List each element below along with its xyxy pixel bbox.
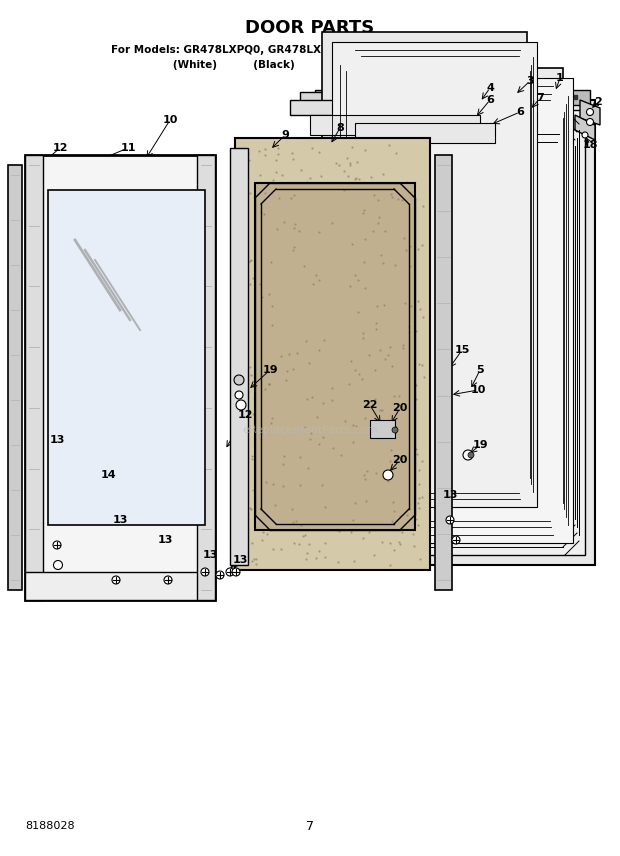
Polygon shape xyxy=(368,78,573,543)
Polygon shape xyxy=(8,165,22,590)
Text: 13: 13 xyxy=(442,490,458,500)
Polygon shape xyxy=(435,155,452,590)
Text: 15: 15 xyxy=(454,345,470,355)
Text: 12: 12 xyxy=(237,410,253,420)
Text: 13: 13 xyxy=(112,515,128,525)
Circle shape xyxy=(235,391,243,399)
Text: 7: 7 xyxy=(536,93,544,103)
Circle shape xyxy=(387,425,397,435)
Circle shape xyxy=(236,400,246,410)
Text: 13: 13 xyxy=(202,550,218,560)
Polygon shape xyxy=(48,190,205,525)
Text: 8188028: 8188028 xyxy=(25,821,74,831)
Text: 18: 18 xyxy=(582,140,598,150)
Polygon shape xyxy=(358,68,563,533)
Circle shape xyxy=(226,568,234,576)
Circle shape xyxy=(216,571,224,579)
Polygon shape xyxy=(310,115,480,135)
Circle shape xyxy=(392,427,398,433)
Text: 6: 6 xyxy=(486,95,494,105)
Circle shape xyxy=(232,568,240,576)
Circle shape xyxy=(164,576,172,584)
Circle shape xyxy=(201,568,209,576)
Polygon shape xyxy=(315,90,590,105)
Polygon shape xyxy=(390,100,595,565)
Circle shape xyxy=(587,118,593,126)
Text: 22: 22 xyxy=(362,400,378,410)
Polygon shape xyxy=(197,155,215,600)
Text: 8: 8 xyxy=(336,123,344,133)
Polygon shape xyxy=(355,123,495,143)
Circle shape xyxy=(383,470,393,480)
Polygon shape xyxy=(235,138,430,570)
Polygon shape xyxy=(400,110,585,555)
Text: 14: 14 xyxy=(100,470,116,480)
Text: DOOR PARTS: DOOR PARTS xyxy=(246,19,374,37)
Text: 13: 13 xyxy=(157,535,173,545)
Polygon shape xyxy=(25,155,43,600)
Text: 19: 19 xyxy=(262,365,278,375)
Polygon shape xyxy=(370,420,395,438)
Text: 12: 12 xyxy=(52,143,68,153)
Text: For Models: GR478LXPQ0, GR478LXPB0, GR478LXPT0, GR478LXPS0: For Models: GR478LXPQ0, GR478LXPB0, GR47… xyxy=(110,45,510,55)
Circle shape xyxy=(587,109,593,116)
Text: 9: 9 xyxy=(281,130,289,140)
Text: 11: 11 xyxy=(120,143,136,153)
Text: 4: 4 xyxy=(486,83,494,93)
Circle shape xyxy=(463,450,473,460)
Circle shape xyxy=(582,132,588,138)
Text: eReplacementParts.com: eReplacementParts.com xyxy=(242,425,378,435)
Circle shape xyxy=(468,452,474,458)
Polygon shape xyxy=(230,148,248,565)
Text: 3: 3 xyxy=(526,76,534,86)
Text: 19: 19 xyxy=(472,440,488,450)
Polygon shape xyxy=(575,115,595,140)
Text: 1: 1 xyxy=(556,73,564,83)
Circle shape xyxy=(53,561,63,569)
Polygon shape xyxy=(25,155,215,600)
Text: (White)          (Black)          (Biscuit)  (Black Stainless): (White) (Black) (Biscuit) (Black Stainle… xyxy=(133,60,487,70)
Text: 20: 20 xyxy=(392,403,408,413)
Text: 7: 7 xyxy=(306,819,314,833)
Polygon shape xyxy=(322,32,527,497)
Text: 10: 10 xyxy=(471,385,485,395)
Text: 13: 13 xyxy=(50,435,64,445)
Circle shape xyxy=(53,541,61,549)
Circle shape xyxy=(234,375,244,385)
Text: 13: 13 xyxy=(232,555,247,565)
Circle shape xyxy=(112,576,120,584)
Polygon shape xyxy=(25,572,215,600)
Polygon shape xyxy=(290,100,420,115)
Text: 10: 10 xyxy=(162,115,178,125)
Circle shape xyxy=(452,536,460,544)
Text: 2: 2 xyxy=(594,97,602,107)
Text: 6: 6 xyxy=(516,107,524,117)
Polygon shape xyxy=(580,100,600,125)
Polygon shape xyxy=(332,42,537,507)
Polygon shape xyxy=(300,92,510,108)
Text: 20: 20 xyxy=(392,455,408,465)
Circle shape xyxy=(446,516,454,524)
Polygon shape xyxy=(255,183,415,530)
Text: 5: 5 xyxy=(476,365,484,375)
